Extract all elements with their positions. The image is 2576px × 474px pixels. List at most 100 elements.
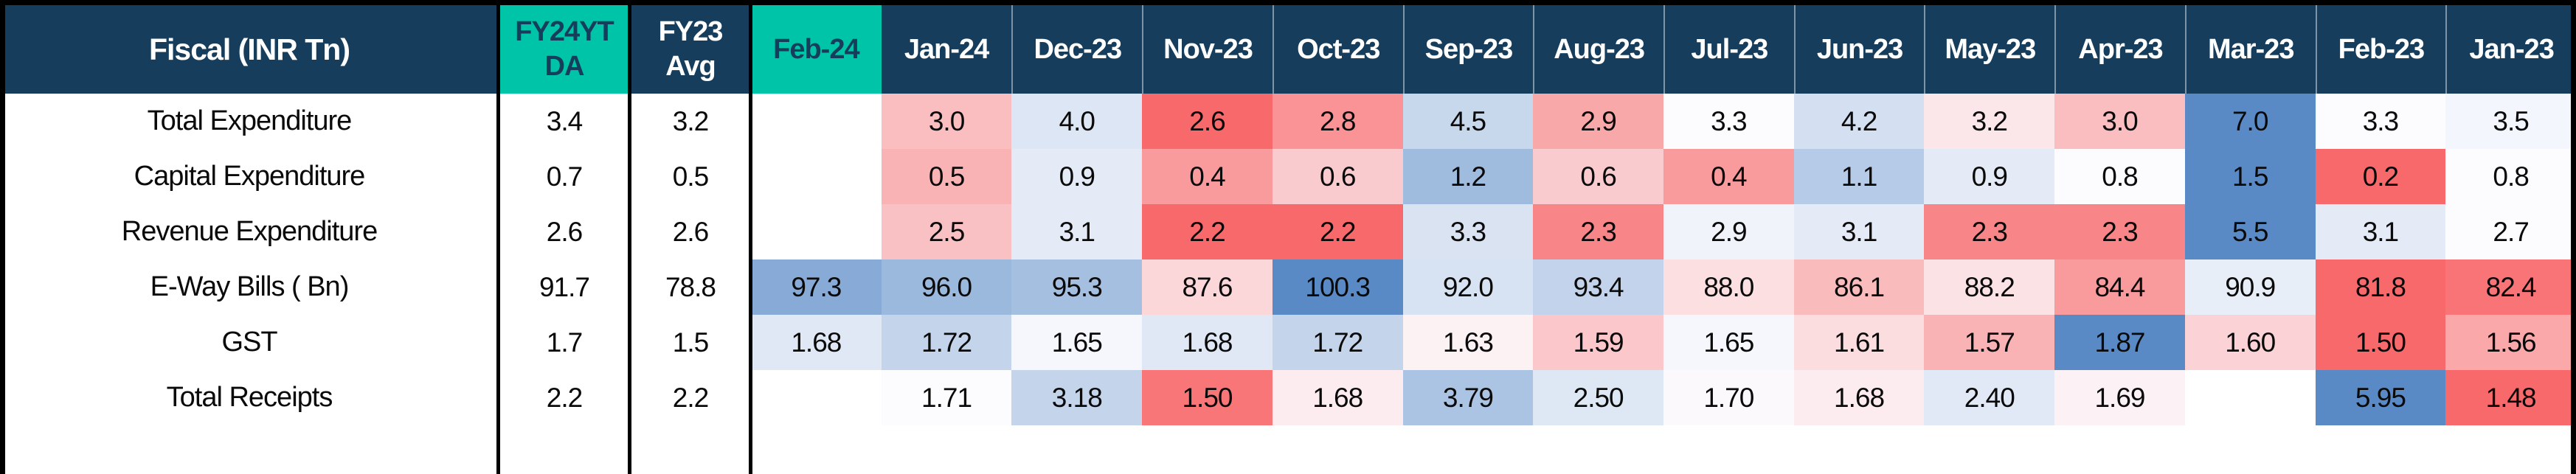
data-cell-gst-dec-23: 1.65 [1011,315,1143,370]
table-border-after-fy24ytda-col [628,0,631,474]
data-cell-revenue-expenditure-mar-23: 5.5 [2184,204,2316,259]
data-cell-gst-may-23: 1.57 [1924,315,2055,370]
fy23avg-value-e-way-bills-bn: 78.8 [630,259,751,315]
data-cell-total-expenditure-feb-23: 3.3 [2315,94,2446,149]
month-header-may-23: May-23 [1924,0,2055,94]
data-cell-revenue-expenditure-apr-23: 2.3 [2054,204,2185,259]
data-cell-capital-expenditure-jan-24: 0.5 [881,149,1012,204]
data-cell-capital-expenditure-aug-23: 0.6 [1533,149,1663,204]
fy23avg-value-capital-expenditure: 0.5 [630,149,751,204]
data-cell-total-expenditure-oct-23: 2.8 [1272,94,1403,149]
fy24ytda-value-total-receipts: 2.2 [499,370,630,425]
month-header-jan-24: Jan-24 [881,0,1012,94]
data-cell-total-receipts-may-23: 2.40 [1924,370,2055,425]
data-cell-revenue-expenditure-feb-23: 3.1 [2315,204,2446,259]
data-cell-gst-feb-24: 1.68 [751,315,882,370]
data-cell-total-receipts-jun-23: 1.68 [1793,370,1925,425]
month-header-apr-23: Apr-23 [2054,0,2185,94]
fy23avg-value-total-receipts: 2.2 [630,370,751,425]
row-label-capital-expenditure: Capital Expenditure [0,149,499,204]
data-cell-capital-expenditure-may-23: 0.9 [1924,149,2055,204]
data-cell-revenue-expenditure-aug-23: 2.3 [1533,204,1663,259]
month-header-dec-23: Dec-23 [1011,0,1143,94]
data-cell-total-receipts-jan-23: 1.48 [2445,370,2576,425]
data-cell-total-expenditure-jul-23: 3.3 [1663,94,1794,149]
data-cell-revenue-expenditure-oct-23: 2.2 [1272,204,1403,259]
data-cell-total-receipts-oct-23: 1.68 [1272,370,1403,425]
data-cell-gst-apr-23: 1.87 [2054,315,2185,370]
data-cell-gst-mar-23: 1.60 [2184,315,2316,370]
data-cell-total-expenditure-aug-23: 2.9 [1533,94,1663,149]
data-cell-capital-expenditure-oct-23: 0.6 [1272,149,1403,204]
data-cell-capital-expenditure-apr-23: 0.8 [2054,149,2185,204]
data-cell-capital-expenditure-jul-23: 0.4 [1663,149,1794,204]
data-cell-gst-jun-23: 1.61 [1793,315,1925,370]
month-header-jun-23: Jun-23 [1793,0,1925,94]
corner-header-fiscal: Fiscal (INR Tn) [0,0,499,94]
data-cell-revenue-expenditure-sep-23: 3.3 [1402,204,1534,259]
data-cell-e-way-bills-bn-jan-24: 96.0 [881,259,1012,315]
data-cell-total-expenditure-jun-23: 4.2 [1793,94,1925,149]
fy24ytda-value-total-expenditure: 3.4 [499,94,630,149]
data-cell-capital-expenditure-jan-23: 0.8 [2445,149,2576,204]
month-header-feb-23: Feb-23 [2315,0,2446,94]
data-cell-gst-aug-23: 1.59 [1533,315,1663,370]
table-border-right [2571,0,2576,474]
data-cell-e-way-bills-bn-jul-23: 88.0 [1663,259,1794,315]
data-cell-total-expenditure-dec-23: 4.0 [1011,94,1143,149]
table-border-top [0,0,2576,5]
column-header-fy24ytda: FY24YT DA [499,0,630,94]
table-border-after-label-col [496,0,500,474]
data-cell-total-receipts-feb-23: 5.95 [2315,370,2446,425]
data-cell-total-expenditure-jan-24: 3.0 [881,94,1012,149]
data-cell-e-way-bills-bn-aug-23: 93.4 [1533,259,1663,315]
data-cell-e-way-bills-bn-may-23: 88.2 [1924,259,2055,315]
data-cell-revenue-expenditure-jun-23: 3.1 [1793,204,1925,259]
data-cell-total-expenditure-feb-24 [751,94,882,149]
month-header-jul-23: Jul-23 [1663,0,1794,94]
row-label-gst: GST [0,315,499,370]
data-cell-revenue-expenditure-jul-23: 2.9 [1663,204,1794,259]
data-cell-total-receipts-feb-24 [751,370,882,425]
data-cell-total-receipts-jul-23: 1.70 [1663,370,1794,425]
fy24ytda-value-capital-expenditure: 0.7 [499,149,630,204]
data-cell-revenue-expenditure-nov-23: 2.2 [1142,204,1273,259]
data-cell-total-receipts-dec-23: 3.18 [1011,370,1143,425]
data-cell-total-receipts-aug-23: 2.50 [1533,370,1663,425]
data-cell-e-way-bills-bn-oct-23: 100.3 [1272,259,1403,315]
data-cell-revenue-expenditure-may-23: 2.3 [1924,204,2055,259]
row-label-revenue-expenditure: Revenue Expenditure [0,204,499,259]
data-cell-capital-expenditure-jun-23: 1.1 [1793,149,1925,204]
fy24ytda-value-gst: 1.7 [499,315,630,370]
data-cell-total-expenditure-nov-23: 2.6 [1142,94,1273,149]
data-cell-revenue-expenditure-feb-24 [751,204,882,259]
fy23avg-value-gst: 1.5 [630,315,751,370]
month-header-oct-23: Oct-23 [1272,0,1403,94]
data-cell-total-receipts-jan-24: 1.71 [881,370,1012,425]
data-cell-e-way-bills-bn-feb-23: 81.8 [2315,259,2446,315]
data-cell-gst-feb-23: 1.50 [2315,315,2446,370]
fy24ytda-value-revenue-expenditure: 2.6 [499,204,630,259]
data-cell-total-expenditure-jan-23: 3.5 [2445,94,2576,149]
data-cell-gst-oct-23: 1.72 [1272,315,1403,370]
data-cell-gst-nov-23: 1.68 [1142,315,1273,370]
data-cell-revenue-expenditure-dec-23: 3.1 [1011,204,1143,259]
data-cell-total-receipts-nov-23: 1.50 [1142,370,1273,425]
data-cell-gst-jul-23: 1.65 [1663,315,1794,370]
data-cell-e-way-bills-bn-mar-23: 90.9 [2184,259,2316,315]
month-header-jan-23: Jan-23 [2445,0,2576,94]
data-cell-capital-expenditure-sep-23: 1.2 [1402,149,1534,204]
table-border-after-fy23avg-col [749,0,752,474]
month-header-nov-23: Nov-23 [1142,0,1273,94]
data-cell-total-expenditure-may-23: 3.2 [1924,94,2055,149]
month-header-feb-24: Feb-24 [751,0,882,94]
fy23avg-value-revenue-expenditure: 2.6 [630,204,751,259]
data-cell-total-expenditure-sep-23: 4.5 [1402,94,1534,149]
data-cell-gst-jan-24: 1.72 [881,315,1012,370]
data-cell-e-way-bills-bn-sep-23: 92.0 [1402,259,1534,315]
fy23avg-value-total-expenditure: 3.2 [630,94,751,149]
column-header-fy23-avg: FY23 Avg [630,0,751,94]
data-cell-e-way-bills-bn-apr-23: 84.4 [2054,259,2185,315]
month-header-aug-23: Aug-23 [1533,0,1663,94]
